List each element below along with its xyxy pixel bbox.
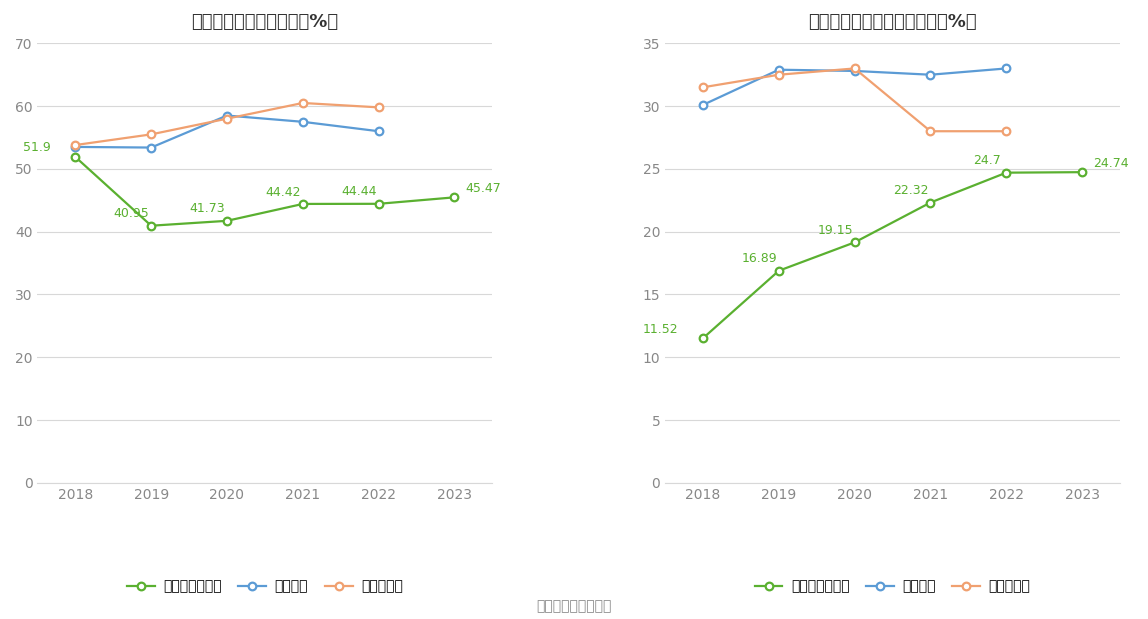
Text: 24.7: 24.7: [974, 154, 1001, 167]
Text: 44.42: 44.42: [265, 186, 301, 199]
Text: 22.32: 22.32: [893, 184, 929, 197]
Text: 51.9: 51.9: [23, 141, 51, 154]
Legend: 有息资产负债率, 行业均值, 行业中位数: 有息资产负债率, 行业均值, 行业中位数: [750, 574, 1035, 599]
Text: 41.73: 41.73: [189, 202, 225, 215]
Text: 44.44: 44.44: [341, 186, 377, 199]
Legend: 公司资产负债率, 行业均值, 行业中位数: 公司资产负债率, 行业均值, 行业中位数: [122, 574, 409, 599]
Text: 数据来源：恒生聚源: 数据来源：恒生聚源: [536, 599, 612, 613]
Text: 45.47: 45.47: [466, 182, 502, 195]
Title: 近年来有息资产负债率情况（%）: 近年来有息资产负债率情况（%）: [808, 12, 977, 31]
Text: 40.95: 40.95: [114, 207, 149, 220]
Text: 19.15: 19.15: [817, 224, 853, 237]
Title: 近年来资产负债率情况（%）: 近年来资产负债率情况（%）: [192, 12, 339, 31]
Text: 16.89: 16.89: [742, 253, 777, 266]
Text: 11.52: 11.52: [643, 322, 678, 335]
Text: 24.74: 24.74: [1093, 157, 1128, 170]
